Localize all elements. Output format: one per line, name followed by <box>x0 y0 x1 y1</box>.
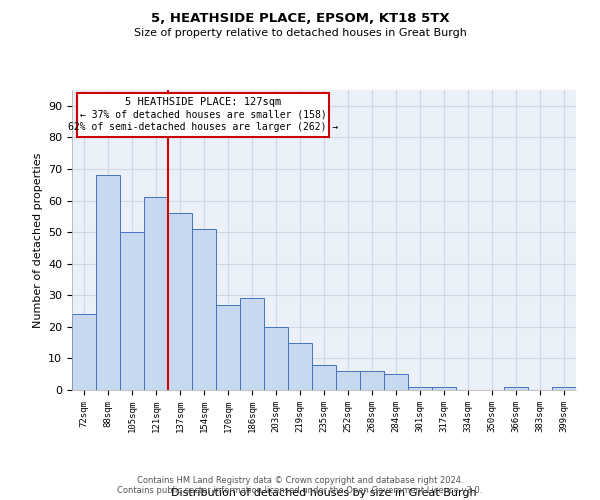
Bar <box>552 387 576 390</box>
Text: Size of property relative to detached houses in Great Burgh: Size of property relative to detached ho… <box>134 28 466 38</box>
Bar <box>504 387 528 390</box>
Bar <box>360 371 384 390</box>
Bar <box>96 176 120 390</box>
Bar <box>288 342 312 390</box>
Bar <box>336 371 360 390</box>
Bar <box>384 374 408 390</box>
X-axis label: Distribution of detached houses by size in Great Burgh: Distribution of detached houses by size … <box>171 488 477 498</box>
Bar <box>408 387 432 390</box>
Text: Contains public sector information licensed under the Open Government Licence v3: Contains public sector information licen… <box>118 486 482 495</box>
Bar <box>264 327 288 390</box>
Text: 5, HEATHSIDE PLACE, EPSOM, KT18 5TX: 5, HEATHSIDE PLACE, EPSOM, KT18 5TX <box>151 12 449 26</box>
Bar <box>432 387 456 390</box>
Bar <box>216 304 240 390</box>
Bar <box>192 229 216 390</box>
FancyBboxPatch shape <box>77 93 329 136</box>
Bar <box>144 198 168 390</box>
Bar <box>72 314 96 390</box>
Text: Contains HM Land Registry data © Crown copyright and database right 2024.: Contains HM Land Registry data © Crown c… <box>137 476 463 485</box>
Bar <box>240 298 264 390</box>
Text: 62% of semi-detached houses are larger (262) →: 62% of semi-detached houses are larger (… <box>68 122 338 132</box>
Bar <box>120 232 144 390</box>
Bar <box>312 364 336 390</box>
Text: ← 37% of detached houses are smaller (158): ← 37% of detached houses are smaller (15… <box>80 110 326 120</box>
Text: 5 HEATHSIDE PLACE: 127sqm: 5 HEATHSIDE PLACE: 127sqm <box>125 96 281 106</box>
Y-axis label: Number of detached properties: Number of detached properties <box>32 152 43 328</box>
Bar <box>168 213 192 390</box>
